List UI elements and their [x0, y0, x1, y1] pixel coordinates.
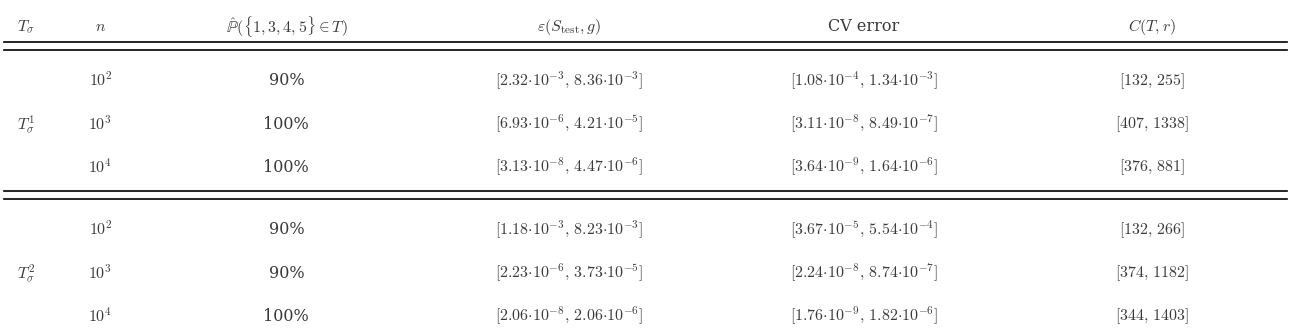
Text: 90%: 90% [269, 73, 305, 90]
Text: $[3.67{\cdot}10^{-5},\,5.54{\cdot}10^{-4}]$: $[3.67{\cdot}10^{-5},\,5.54{\cdot}10^{-4… [790, 219, 937, 241]
Text: $[344,\,1403]$: $[344,\,1403]$ [1115, 306, 1189, 326]
Text: 100%: 100% [263, 116, 310, 133]
Text: $[1.08{\cdot}10^{-4},\,1.34{\cdot}10^{-3}]$: $[1.08{\cdot}10^{-4},\,1.34{\cdot}10^{-3… [790, 70, 937, 92]
Text: $[2.24{\cdot}10^{-8},\,8.74{\cdot}10^{-7}]$: $[2.24{\cdot}10^{-8},\,8.74{\cdot}10^{-7… [790, 262, 937, 284]
Text: $T_\sigma$: $T_\sigma$ [17, 18, 35, 35]
Text: $[132,\,255]$: $[132,\,255]$ [1119, 71, 1185, 91]
Text: $[2.23{\cdot}10^{-6},\,3.73{\cdot}10^{-5}]$: $[2.23{\cdot}10^{-6},\,3.73{\cdot}10^{-5… [494, 262, 643, 284]
Text: $[6.93{\cdot}10^{-6},\,4.21{\cdot}10^{-5}]$: $[6.93{\cdot}10^{-6},\,4.21{\cdot}10^{-5… [494, 113, 643, 135]
Text: $[3.13{\cdot}10^{-8},\,4.47{\cdot}10^{-6}]$: $[3.13{\cdot}10^{-8},\,4.47{\cdot}10^{-6… [494, 157, 643, 178]
Text: $T^1_\sigma$: $T^1_\sigma$ [17, 113, 35, 135]
Text: $n$: $n$ [94, 18, 106, 35]
Text: $10^2$: $10^2$ [89, 220, 112, 239]
Text: $\varepsilon(S_{\mathrm{test}},g)$: $\varepsilon(S_{\mathrm{test}},g)$ [537, 17, 600, 37]
Text: $[1.76{\cdot}10^{-9},\,1.82{\cdot}10^{-6}]$: $[1.76{\cdot}10^{-9},\,1.82{\cdot}10^{-6… [790, 305, 937, 327]
Text: $T^2_\sigma$: $T^2_\sigma$ [17, 262, 35, 284]
Text: $[2.06{\cdot}10^{-8},\,2.06{\cdot}10^{-6}]$: $[2.06{\cdot}10^{-8},\,2.06{\cdot}10^{-6… [494, 305, 643, 327]
Text: 100%: 100% [263, 159, 310, 176]
Text: $[2.32{\cdot}10^{-3},\,8.36{\cdot}10^{-3}]$: $[2.32{\cdot}10^{-3},\,8.36{\cdot}10^{-3… [494, 70, 643, 92]
Text: $[1.18{\cdot}10^{-3},\,8.23{\cdot}10^{-3}]$: $[1.18{\cdot}10^{-3},\,8.23{\cdot}10^{-3… [494, 219, 643, 241]
Text: $10^4$: $10^4$ [88, 158, 112, 176]
Text: $C(T,r)$: $C(T,r)$ [1128, 17, 1176, 37]
Text: $\hat{\mathbb{P}}(\{1,3,4,5\}\in T)$: $\hat{\mathbb{P}}(\{1,3,4,5\}\in T)$ [226, 14, 347, 39]
Text: $[374,\,1182]$: $[374,\,1182]$ [1115, 263, 1189, 283]
Text: $10^2$: $10^2$ [89, 72, 112, 90]
Text: 90%: 90% [269, 221, 305, 238]
Text: $[3.64{\cdot}10^{-9},\,1.64{\cdot}10^{-6}]$: $[3.64{\cdot}10^{-9},\,1.64{\cdot}10^{-6… [790, 157, 937, 178]
Text: $[3.11{\cdot}10^{-8},\,8.49{\cdot}10^{-7}]$: $[3.11{\cdot}10^{-8},\,8.49{\cdot}10^{-7… [790, 113, 937, 135]
Text: CV error: CV error [828, 18, 899, 35]
Text: $10^3$: $10^3$ [89, 115, 112, 134]
Text: 90%: 90% [269, 264, 305, 281]
Text: 100%: 100% [263, 308, 310, 325]
Text: $[376,\,881]$: $[376,\,881]$ [1119, 158, 1185, 177]
Text: $[407,\,1338]$: $[407,\,1338]$ [1115, 114, 1189, 134]
Text: $10^3$: $10^3$ [89, 264, 112, 282]
Text: $[132,\,266]$: $[132,\,266]$ [1119, 220, 1185, 240]
Text: $10^4$: $10^4$ [88, 307, 112, 325]
